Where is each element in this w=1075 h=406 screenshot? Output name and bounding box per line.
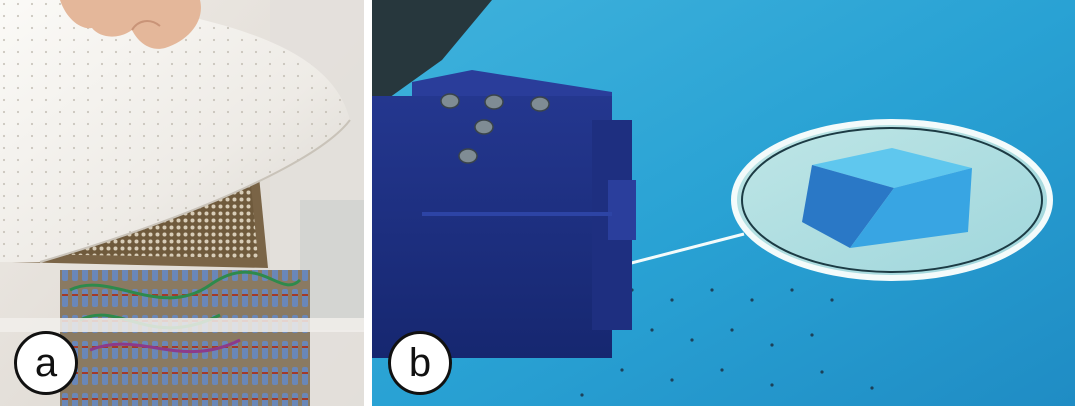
virtual-cube-left (802, 165, 894, 248)
panel-a-illustration (0, 0, 364, 406)
callout-connector (611, 232, 745, 270)
panel-divider (364, 0, 372, 406)
panel-b-photo: b (372, 0, 1075, 406)
virtual-cube-top (812, 148, 972, 188)
cube-braille-pins (440, 93, 550, 164)
panel-b-label: b (388, 331, 452, 395)
tangible-cube-front (372, 96, 612, 358)
panel-a-photo: a (0, 0, 364, 406)
panel-b-illustration (372, 0, 1075, 406)
hand (60, 0, 201, 49)
purple-wire (89, 338, 241, 354)
callout-inner-ring (741, 127, 1043, 273)
paper-edge (39, 119, 351, 263)
acrylic-edge (0, 318, 364, 332)
side-component (300, 200, 364, 330)
finger-crease (131, 20, 161, 31)
virtual-cube-front (850, 168, 972, 248)
resistor-array (60, 270, 310, 406)
panel-a-label: a (14, 331, 78, 395)
green-wire (69, 270, 302, 300)
table-edge (372, 0, 492, 110)
cube-latch (608, 180, 636, 240)
paper-perforations (0, 0, 350, 262)
